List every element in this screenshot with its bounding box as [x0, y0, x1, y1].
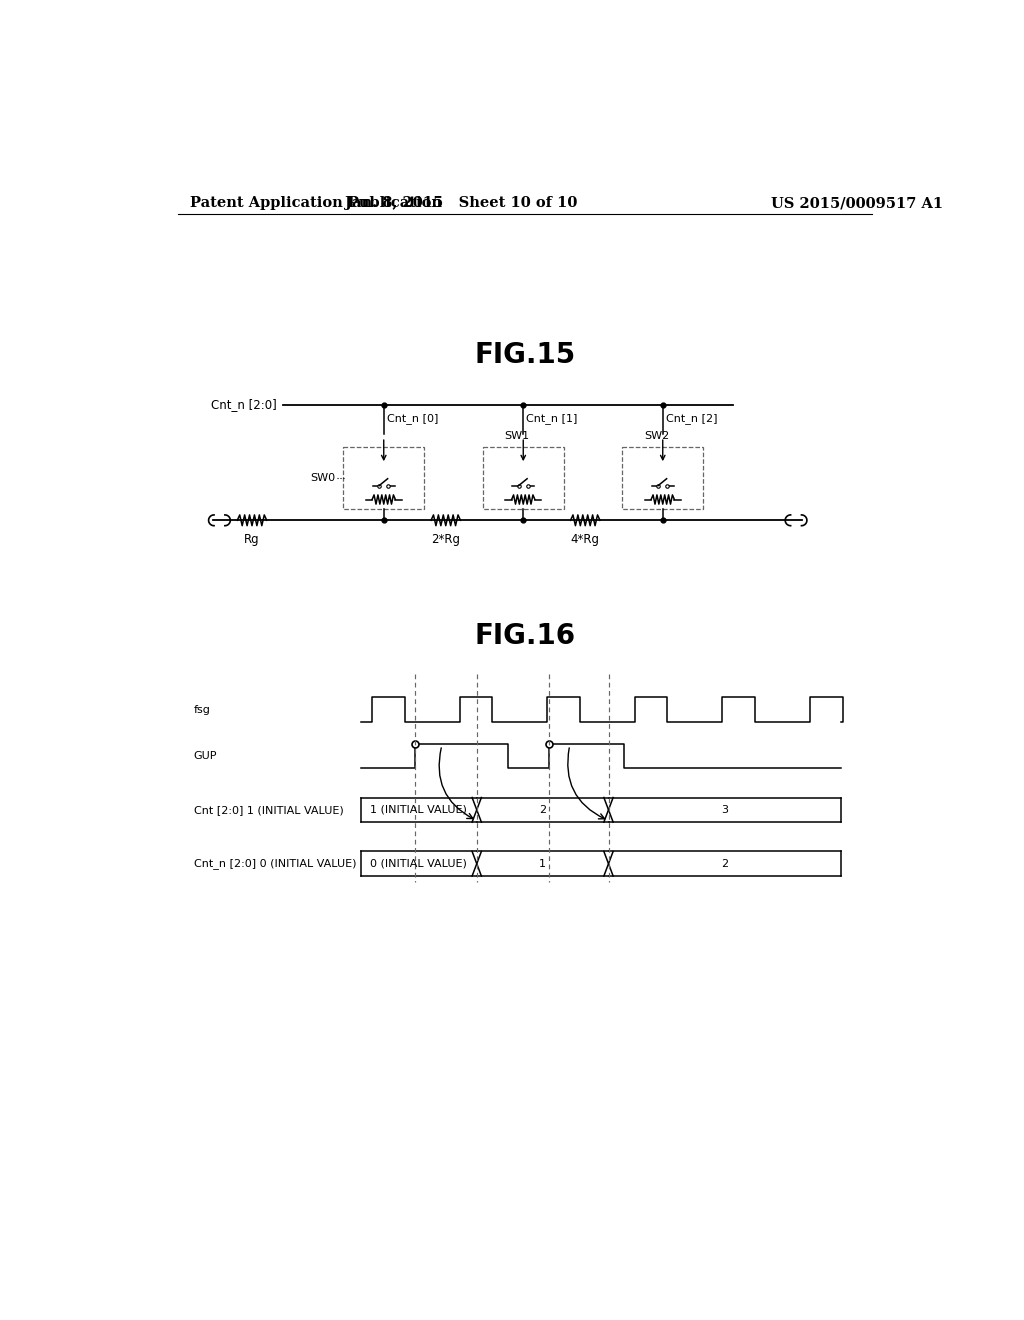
- Text: 2: 2: [721, 859, 728, 869]
- Text: 2*Rg: 2*Rg: [431, 533, 460, 545]
- Text: fsg: fsg: [194, 705, 211, 714]
- Text: Cnt_n [2]: Cnt_n [2]: [666, 413, 718, 424]
- Text: 2: 2: [539, 805, 546, 814]
- Text: Cnt_n [2:0] 0 (INITIAL VALUE): Cnt_n [2:0] 0 (INITIAL VALUE): [194, 858, 356, 869]
- Text: SW0: SW0: [310, 473, 335, 483]
- Text: Cnt_n [2:0]: Cnt_n [2:0]: [211, 399, 276, 412]
- Text: FIG.16: FIG.16: [474, 622, 575, 649]
- Text: Jan. 8, 2015   Sheet 10 of 10: Jan. 8, 2015 Sheet 10 of 10: [345, 197, 578, 210]
- Text: SW2: SW2: [644, 432, 669, 441]
- Text: SW1: SW1: [505, 432, 529, 441]
- Text: GUP: GUP: [194, 751, 217, 760]
- Text: 0 (INITIAL VALUE): 0 (INITIAL VALUE): [371, 859, 467, 869]
- Text: US 2015/0009517 A1: US 2015/0009517 A1: [771, 197, 943, 210]
- Text: Cnt_n [0]: Cnt_n [0]: [387, 413, 438, 424]
- Text: Cnt [2:0] 1 (INITIAL VALUE): Cnt [2:0] 1 (INITIAL VALUE): [194, 805, 344, 814]
- Text: FIG.15: FIG.15: [474, 341, 575, 368]
- Text: 3: 3: [721, 805, 728, 814]
- Text: 1: 1: [539, 859, 546, 869]
- Text: 4*Rg: 4*Rg: [570, 533, 600, 545]
- Text: Rg: Rg: [244, 533, 260, 545]
- Text: Cnt_n [1]: Cnt_n [1]: [526, 413, 578, 424]
- Text: 1 (INITIAL VALUE): 1 (INITIAL VALUE): [371, 805, 467, 814]
- Text: Patent Application Publication: Patent Application Publication: [190, 197, 442, 210]
